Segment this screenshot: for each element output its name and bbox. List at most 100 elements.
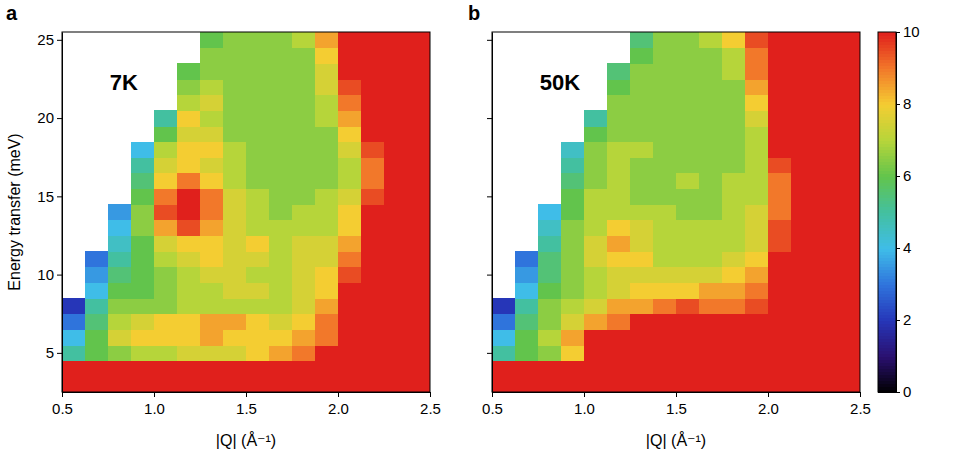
- heatmap-cell: [108, 314, 132, 330]
- heatmap-cell: [745, 220, 769, 236]
- tick: 2.0: [758, 392, 779, 417]
- heatmap-cell: [407, 251, 430, 267]
- heatmap-cell: [269, 376, 293, 392]
- heatmap-cell: [154, 251, 178, 267]
- heatmap-cell: [246, 63, 270, 79]
- heatmap-cell: [791, 267, 815, 283]
- heatmap-cell: [292, 376, 316, 392]
- heatmap-cell: [200, 110, 224, 126]
- heatmap-cell: [630, 267, 654, 283]
- heatmap-cell: [177, 376, 201, 392]
- tick-mark: [896, 176, 900, 177]
- heatmap-cell: [791, 345, 815, 361]
- heatmap-cell: [584, 110, 608, 126]
- heatmap-cell: [62, 329, 86, 345]
- heatmap-cell: [791, 48, 815, 64]
- colorbar-swatch: [878, 302, 896, 306]
- colorbar-swatch: [878, 122, 896, 126]
- heatmap-cell: [384, 48, 408, 64]
- heatmap-cell: [561, 142, 585, 158]
- colorbar-swatch: [878, 320, 896, 324]
- colorbar-swatch: [878, 83, 896, 87]
- heatmap-cell: [223, 110, 247, 126]
- heatmap-cell: [269, 189, 293, 205]
- tick-mark: [338, 392, 339, 397]
- heatmap-cell: [223, 142, 247, 158]
- heatmap-cell: [676, 220, 700, 236]
- heatmap-cell: [584, 329, 608, 345]
- heatmap-cell: [200, 126, 224, 142]
- heatmap-cell: [561, 329, 585, 345]
- heatmap-cell: [407, 235, 430, 251]
- panel: 0.51.01.52.02.5|Q| (Å⁻¹)b50K0246810: [468, 2, 920, 449]
- heatmap-cell: [223, 298, 247, 314]
- colorbar-swatch: [878, 89, 896, 93]
- heatmap-cell: [492, 345, 516, 361]
- heatmap-cell: [85, 251, 109, 267]
- heatmap-cell: [338, 314, 362, 330]
- colorbar-swatch: [878, 326, 896, 330]
- heatmap-cell: [361, 142, 385, 158]
- heatmap-cell: [722, 79, 746, 95]
- heatmap-cell: [768, 79, 792, 95]
- heatmap-cell: [584, 142, 608, 158]
- heatmap-cell: [292, 314, 316, 330]
- tick: 4: [896, 239, 911, 256]
- heatmap-cell: [699, 298, 723, 314]
- heatmap-cell: [722, 157, 746, 173]
- heatmap-cell: [699, 110, 723, 126]
- heatmap-cell: [361, 267, 385, 283]
- heatmap-cell: [607, 157, 631, 173]
- tick-label: 0.5: [482, 400, 503, 417]
- heatmap-cell: [722, 376, 746, 392]
- heatmap-cell: [177, 95, 201, 111]
- heatmap-cell: [338, 251, 362, 267]
- heatmap-cell: [653, 95, 677, 111]
- heatmap-cell: [384, 267, 408, 283]
- heatmap-cell: [630, 79, 654, 95]
- heatmap-cell: [722, 32, 746, 48]
- heatmap-cell: [814, 298, 838, 314]
- heatmap-cell: [131, 173, 155, 189]
- heatmap-cell: [338, 95, 362, 111]
- tick-label: 10: [903, 23, 920, 40]
- heatmap-cell: [384, 110, 408, 126]
- heatmap-cell: [791, 157, 815, 173]
- heatmap-cell: [246, 235, 270, 251]
- tick: 1.0: [144, 392, 165, 417]
- heatmap-cell: [584, 345, 608, 361]
- heatmap-cell: [292, 142, 316, 158]
- heatmap-cell: [584, 361, 608, 377]
- x-axis-title: |Q| (Å⁻¹): [646, 431, 706, 449]
- heatmap-cell: [246, 173, 270, 189]
- heatmap-cell: [223, 48, 247, 64]
- heatmap-cell: [177, 189, 201, 205]
- heatmap-cell: [768, 126, 792, 142]
- chart-svg: 0.51.01.52.02.5510152025|Q| (Å⁻¹)Energy …: [0, 0, 956, 459]
- heatmap-cell: [607, 329, 631, 345]
- heatmap-cell: [699, 235, 723, 251]
- colorbar-swatch: [878, 269, 896, 273]
- heatmap-cell: [269, 251, 293, 267]
- colorbar-swatch: [878, 218, 896, 222]
- colorbar-swatch: [878, 290, 896, 294]
- heatmap-cell: [407, 267, 430, 283]
- heatmap-cell: [515, 298, 539, 314]
- heatmap-cell: [584, 235, 608, 251]
- heatmap-cell: [292, 189, 316, 205]
- heatmap-cell: [384, 189, 408, 205]
- heatmap-cell: [177, 329, 201, 345]
- heatmap-cell: [722, 329, 746, 345]
- heatmap-cell: [515, 267, 539, 283]
- heatmap-cell: [653, 251, 677, 267]
- heatmap-cell: [676, 267, 700, 283]
- heatmap-cell: [85, 361, 109, 377]
- heatmap-cell: [223, 376, 247, 392]
- heatmap-cell: [791, 63, 815, 79]
- heatmap-cell: [768, 361, 792, 377]
- heatmap-cell: [246, 376, 270, 392]
- heatmap-cell: [292, 251, 316, 267]
- heatmap-cell: [607, 110, 631, 126]
- heatmap-cell: [292, 157, 316, 173]
- heatmap-cell: [722, 63, 746, 79]
